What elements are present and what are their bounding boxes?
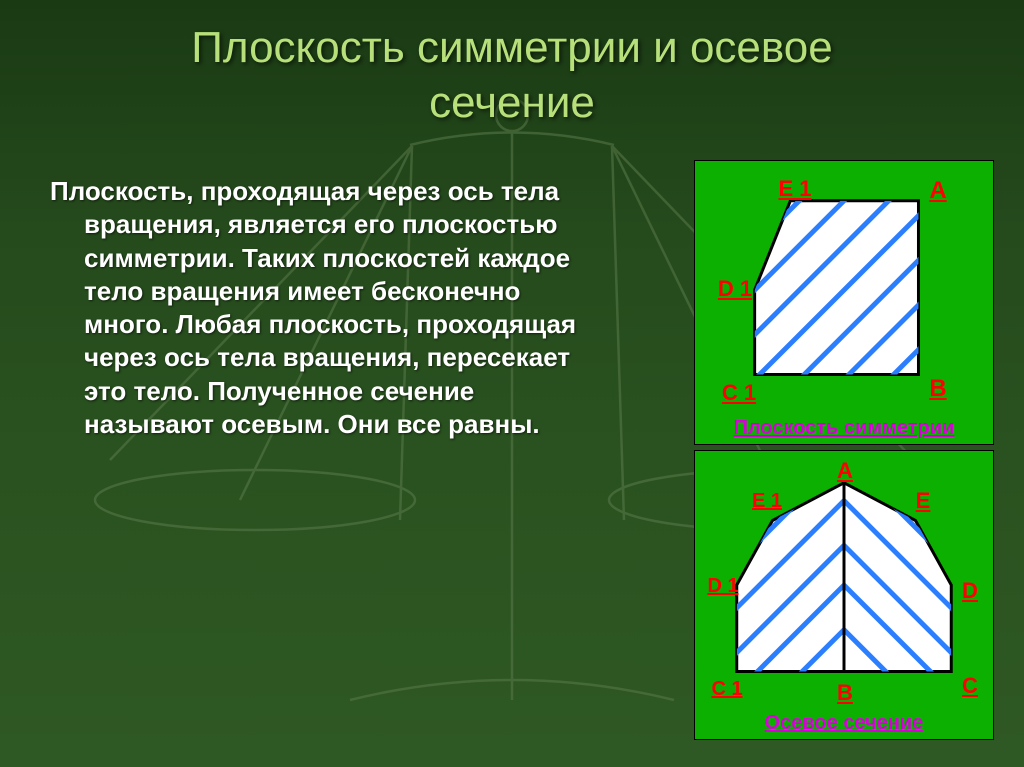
fig2-label-E1: E 1 <box>752 491 782 511</box>
figure1-caption: Плоскость симметрии <box>695 417 993 440</box>
figure2-caption: Осевое сечение <box>695 712 993 735</box>
figure-axial-section: A E 1 E D 1 D C 1 C B Осевое сечение <box>694 450 994 740</box>
fig2-label-C: C <box>962 675 978 697</box>
body-text: Плоскость, проходящая через ось тела вра… <box>50 175 600 441</box>
fig1-label-B: B <box>929 377 946 401</box>
fig1-label-A: A <box>929 179 946 203</box>
body-paragraph: Плоскость, проходящая через ось тела вра… <box>50 175 600 441</box>
slide: Плоскость симметрии и осевое сечение Пло… <box>0 0 1024 767</box>
slide-title: Плоскость симметрии и осевое сечение <box>0 20 1024 130</box>
fig2-label-B: B <box>837 682 853 704</box>
fig2-label-C1: C 1 <box>711 679 742 699</box>
fig2-label-A: A <box>837 460 853 482</box>
fig2-label-E: E <box>916 490 931 512</box>
fig2-label-D: D <box>962 580 978 602</box>
fig1-label-D1: D 1 <box>718 278 752 300</box>
figure-symmetry-plane: A E 1 D 1 C 1 B Плоскость симметрии <box>694 160 994 445</box>
fig1-label-C1: C 1 <box>722 382 756 404</box>
fig2-label-D1: D 1 <box>707 576 738 596</box>
fig1-label-E1: E 1 <box>778 178 811 200</box>
title-line-2: сечение <box>429 78 595 127</box>
title-line-1: Плоскость симметрии и осевое <box>191 23 832 72</box>
